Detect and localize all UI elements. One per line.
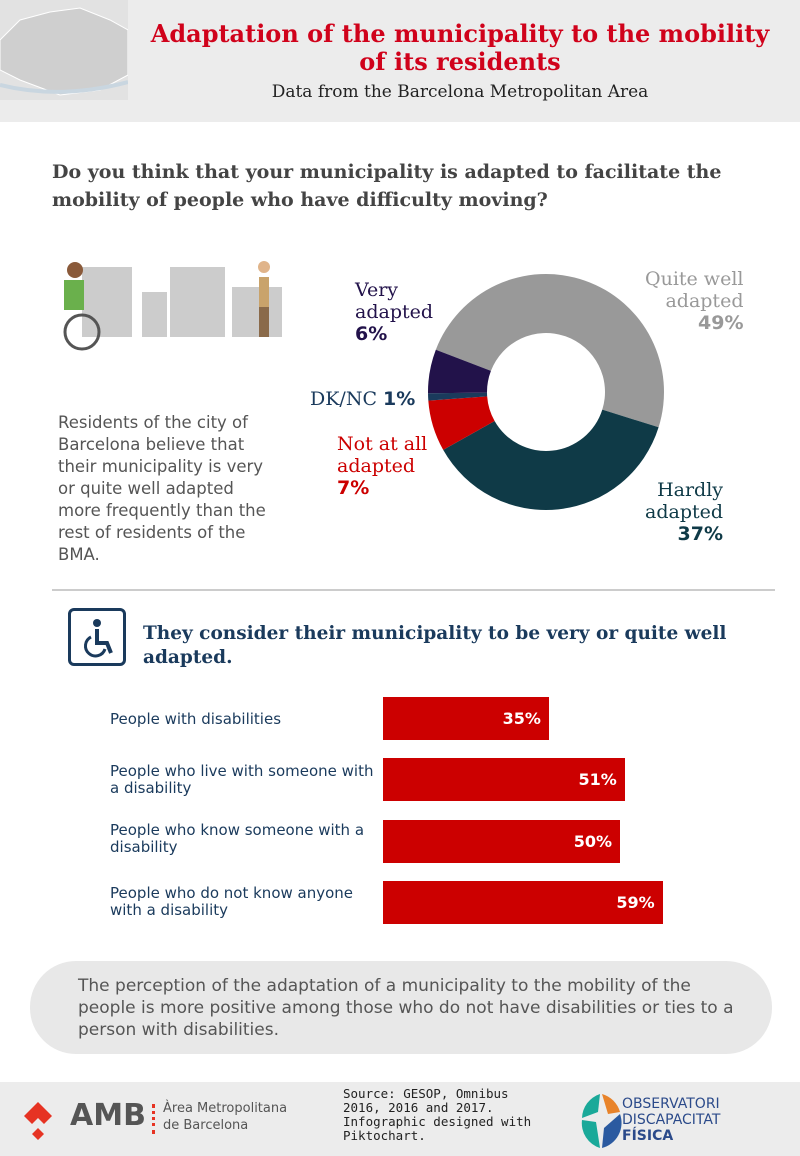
mobility-illustration: [42, 252, 287, 356]
map-thumbnail: [0, 0, 129, 100]
label-quite: Quite well adapted 49%: [645, 268, 744, 334]
bar: 35%: [383, 697, 549, 740]
amb-subtitle: Àrea Metropolitana de Barcelona: [163, 1101, 288, 1133]
label-dknc: DK/NC 1%: [310, 388, 416, 410]
conclusion-box: [30, 961, 772, 1054]
divider: [52, 589, 775, 591]
label-hardly: Hardly adapted 37%: [645, 479, 724, 545]
header: [0, 0, 800, 122]
bar: 51%: [383, 758, 625, 801]
donut-slice-notatall: [428, 396, 495, 450]
page-subtitle: Data from the Barcelona Metropolitan Are…: [271, 82, 649, 102]
source-text: Source: GESOP, Omnibus 2016, 2016 and 20…: [343, 1086, 532, 1143]
donut-slice-dknc: [428, 392, 488, 401]
donut-slice-very: [428, 349, 491, 394]
bar-chart-title: They consider their municipality to be v…: [143, 623, 727, 668]
bar-label: People with disabilities: [110, 710, 282, 728]
page-title: Adaptation of the municipality to the mo…: [150, 19, 770, 76]
label-very: Very adapted 6%: [355, 279, 434, 345]
amb-logo: [24, 1100, 64, 1146]
donut-chart: [428, 274, 664, 511]
bar-label: People who do not know anyone with a dis…: [110, 884, 354, 919]
bar-label: People who live with someone with a disa…: [110, 762, 374, 797]
observatori-logo: [580, 1092, 624, 1154]
donut-slice-quite: [435, 274, 664, 428]
observatori-text: OBSERVATORI DISCAPACITAT FÍSICA: [622, 1096, 721, 1144]
wheelchair-icon: [68, 608, 126, 666]
footer: [0, 1082, 800, 1156]
city-note: Residents of the city of Barcelona belie…: [58, 413, 266, 564]
conclusion-text: The perception of the adaptation of a mu…: [78, 976, 734, 1040]
bar: 59%: [383, 881, 663, 924]
donut-slice-hardly: [443, 409, 659, 511]
bar-label: People who know someone with a disabilit…: [110, 821, 365, 856]
label-notatall: Not at all adapted 7%: [337, 433, 428, 499]
amb-wordmark: AMB: [70, 1098, 146, 1133]
survey-question: Do you think that your municipality is a…: [52, 161, 722, 211]
amb-separator: [152, 1104, 159, 1134]
bar: 50%: [383, 820, 620, 863]
